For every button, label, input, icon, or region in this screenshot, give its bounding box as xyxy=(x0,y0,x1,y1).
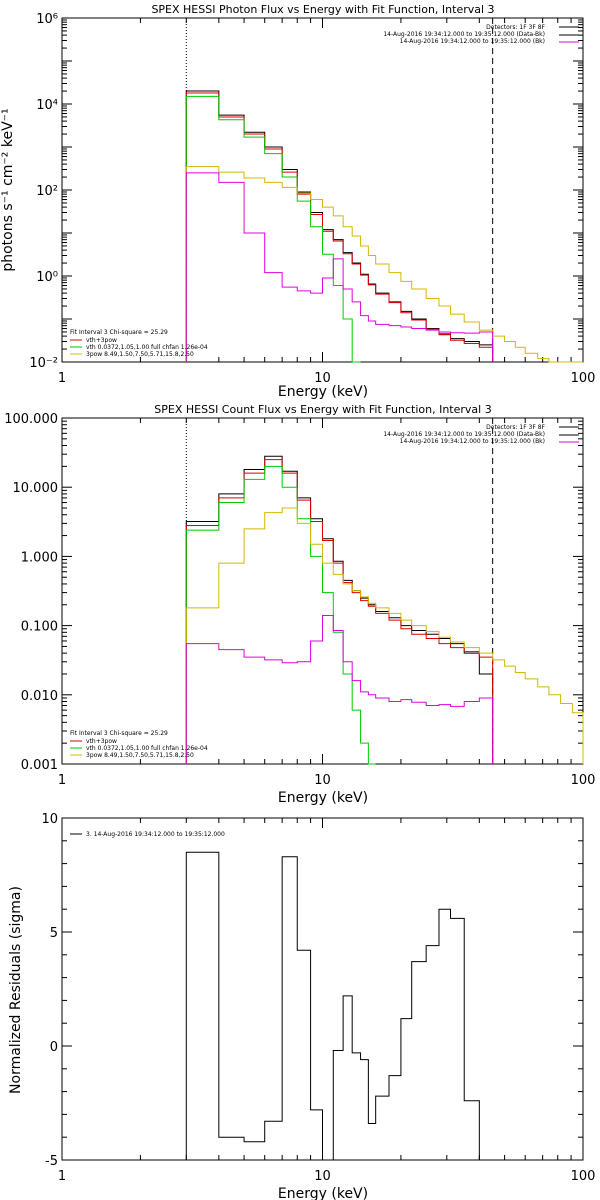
photon-y-tick-label: 10⁴ xyxy=(36,98,58,113)
count-legend-top-right: Detectors: 1F 3F 8F 14-Aug-2016 19:34:12… xyxy=(383,424,579,445)
count-series-line-4 xyxy=(185,614,494,764)
photon-y-tick-label: 10⁰ xyxy=(36,270,58,285)
residuals-chart: 1 10 100 -5 0 5 10 Energy (keV) Normalized Res… xyxy=(8,812,595,1200)
photon-series-line-4 xyxy=(185,172,494,362)
photon-y-tick-label: 10⁻² xyxy=(29,356,58,371)
photon-flux-chart: SPEX HESSI Photon Flux vs Energy with Fi… xyxy=(0,3,595,400)
count-markers xyxy=(185,418,494,764)
residuals-x-tick-label: 10 xyxy=(314,1169,331,1184)
count-flux-chart: SPEX HESSI Count Flux vs Energy with Fit… xyxy=(4,403,595,806)
count-chart-title: SPEX HESSI Count Flux vs Energy with Fit… xyxy=(154,403,491,416)
photon-x-axis-label: Energy (keV) xyxy=(278,384,368,400)
count-y-tick-label: 0.100 xyxy=(21,620,58,635)
residuals-y-tick-label: 10 xyxy=(41,812,58,827)
count-fit-header: Fit Interval 3 Chi-square = 25.29 xyxy=(70,730,168,737)
residuals-y-tick-label: 0 xyxy=(50,1040,58,1055)
photon-fit-entry: vth+3pow xyxy=(86,337,117,344)
count-x-tick-label: 100 xyxy=(571,773,596,788)
count-legend-bk-entry: 14-Aug-2016 19:34:12.000 to 19:35:12.000… xyxy=(400,438,545,445)
residuals-legend: 3. 14-Aug-2016 19:34:12.000 to 19:35:12.… xyxy=(70,831,225,838)
count-x-tick-label: 10 xyxy=(314,773,331,788)
count-x-axis-label: Energy (keV) xyxy=(278,790,368,806)
count-y-tick-label: 1.000 xyxy=(21,550,58,565)
count-fit-entry: 3pow 8.49,1.50,7.50,5.71,15.8,2.50 xyxy=(86,752,194,759)
count-y-tick-label: 10.000 xyxy=(13,481,59,496)
count-y-tick-label: 0.010 xyxy=(21,689,58,704)
photon-markers xyxy=(185,18,494,362)
count-series-line-2 xyxy=(185,465,376,765)
photon-legend-top-right: Detectors: 1F 3F 8F 14-Aug-2016 19:34:12… xyxy=(383,24,579,45)
count-series xyxy=(185,455,584,765)
photon-x-tick-label: 1 xyxy=(58,371,66,386)
photon-axis-ticks: 1 10 100 10⁻² 10⁰ 10² 10⁴ 10⁶ xyxy=(29,12,595,386)
photon-fit-header: Fit Interval 3 Chi-square = 25.29 xyxy=(70,329,168,336)
photon-plot-frame xyxy=(61,17,584,363)
residuals-y-tick-label: -5 xyxy=(45,1154,58,1169)
residuals-series xyxy=(185,851,493,1161)
photon-chart-title: SPEX HESSI Photon Flux vs Energy with Fi… xyxy=(151,3,494,16)
residuals-x-axis-label: Energy (keV) xyxy=(278,1186,368,1200)
photon-y-tick-label: 10² xyxy=(36,184,58,199)
residuals-y-axis-label: Normalized Residuals (sigma) xyxy=(8,886,24,1094)
count-detectors-label: Detectors: 1F 3F 8F xyxy=(486,424,545,431)
residuals-x-tick-label: 100 xyxy=(571,1169,596,1184)
count-y-tick-label: 0.001 xyxy=(21,758,58,773)
residuals-plot-frame xyxy=(61,817,584,1161)
count-series-line-1 xyxy=(185,459,494,764)
residuals-legend-entry: 3. 14-Aug-2016 19:34:12.000 to 19:35:12.… xyxy=(86,831,225,838)
photon-series-line-0 xyxy=(185,90,494,362)
count-series-line-3 xyxy=(185,507,584,764)
photon-series xyxy=(185,90,583,363)
count-fit-entry: vth 0.0372,1.05,1.00 full chfan 1.26e-04 xyxy=(86,745,208,752)
count-x-tick-label: 1 xyxy=(58,773,66,788)
photon-series-line-1 xyxy=(185,92,494,362)
residuals-axis-ticks: 1 10 100 -5 0 5 10 xyxy=(41,812,595,1184)
photon-x-tick-label: 10 xyxy=(314,371,331,386)
photon-legend-bk-entry: 14-Aug-2016 19:34:12.000 to 19:35:12.000… xyxy=(400,38,545,45)
count-legend-fit: Fit Interval 3 Chi-square = 25.29 vth+3p… xyxy=(70,730,208,759)
photon-legend-data-entry: 14-Aug-2016 19:34:12.000 to 19:35:12.000… xyxy=(383,31,545,38)
residuals-x-tick-label: 1 xyxy=(58,1169,66,1184)
count-legend-data-entry: 14-Aug-2016 19:34:12.000 to 19:35:12.000… xyxy=(383,431,545,438)
count-fit-entry: vth+3pow xyxy=(86,738,117,745)
photon-fit-entry: vth 0.0372,1.05,1.00 full chfan 1.26e-04 xyxy=(86,344,208,351)
residuals-y-tick-label: 5 xyxy=(50,926,58,941)
photon-detectors-label: Detectors: 1F 3F 8F xyxy=(486,24,545,31)
residuals-series-line-0 xyxy=(185,851,493,1161)
photon-series-line-3 xyxy=(185,166,583,363)
photon-x-tick-label: 100 xyxy=(571,371,596,386)
photon-y-tick-label: 10⁶ xyxy=(36,12,58,27)
photon-fit-entry: 3pow 8.49,1.50,7.50,5.71,15.8,2.50 xyxy=(86,351,194,358)
photon-y-axis-label: photons s⁻¹ cm⁻² keV⁻¹ xyxy=(0,108,16,271)
count-y-tick-label: 100.000 xyxy=(4,412,58,427)
photon-legend-fit: Fit Interval 3 Chi-square = 25.29 vth+3p… xyxy=(70,329,208,358)
photon-series-line-2 xyxy=(185,95,361,363)
count-axis-ticks: 1 10 100 0.001 0.010 0.100 1.000 10.000 100.000 xyxy=(4,412,595,788)
